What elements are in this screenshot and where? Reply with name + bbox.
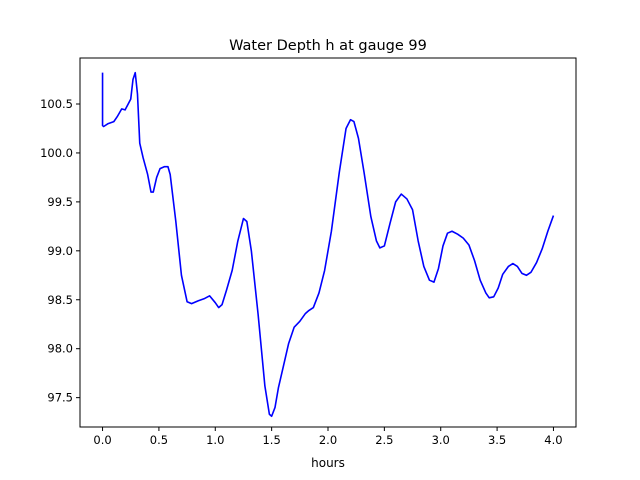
x-tick-label: 3.5 bbox=[488, 433, 506, 447]
series-line-0 bbox=[101, 71, 555, 418]
plot-area bbox=[101, 71, 555, 418]
x-tick-label: 1.0 bbox=[206, 433, 224, 447]
x-tick-label: 4.0 bbox=[544, 433, 562, 447]
y-tick-label: 99.5 bbox=[47, 195, 73, 209]
y-tick-label: 97.5 bbox=[47, 391, 73, 405]
x-tick-label: 1.5 bbox=[262, 433, 280, 447]
y-axis-ticks: 97.5 98.0 98.5 99.0 99.5 100.0 100.5 bbox=[40, 97, 80, 405]
x-tick-label: 3.0 bbox=[432, 433, 450, 447]
y-tick-label: 100.5 bbox=[40, 97, 73, 111]
x-tick-label: 2.5 bbox=[375, 433, 393, 447]
y-tick-label: 98.0 bbox=[47, 342, 73, 356]
x-axis-label: hours bbox=[311, 456, 345, 470]
x-tick-label: 0.5 bbox=[150, 433, 168, 447]
y-tick-label: 99.0 bbox=[47, 244, 73, 258]
chart-title: Water Depth h at gauge 99 bbox=[229, 38, 427, 54]
x-axis-ticks: 0.0 0.5 1.0 1.5 2.0 2.5 3.0 3.5 4.0 bbox=[93, 427, 563, 447]
x-tick-label: 0.0 bbox=[93, 433, 111, 447]
x-tick-label: 2.0 bbox=[319, 433, 337, 447]
y-tick-label: 98.5 bbox=[47, 293, 73, 307]
y-tick-label: 100.0 bbox=[40, 146, 73, 160]
